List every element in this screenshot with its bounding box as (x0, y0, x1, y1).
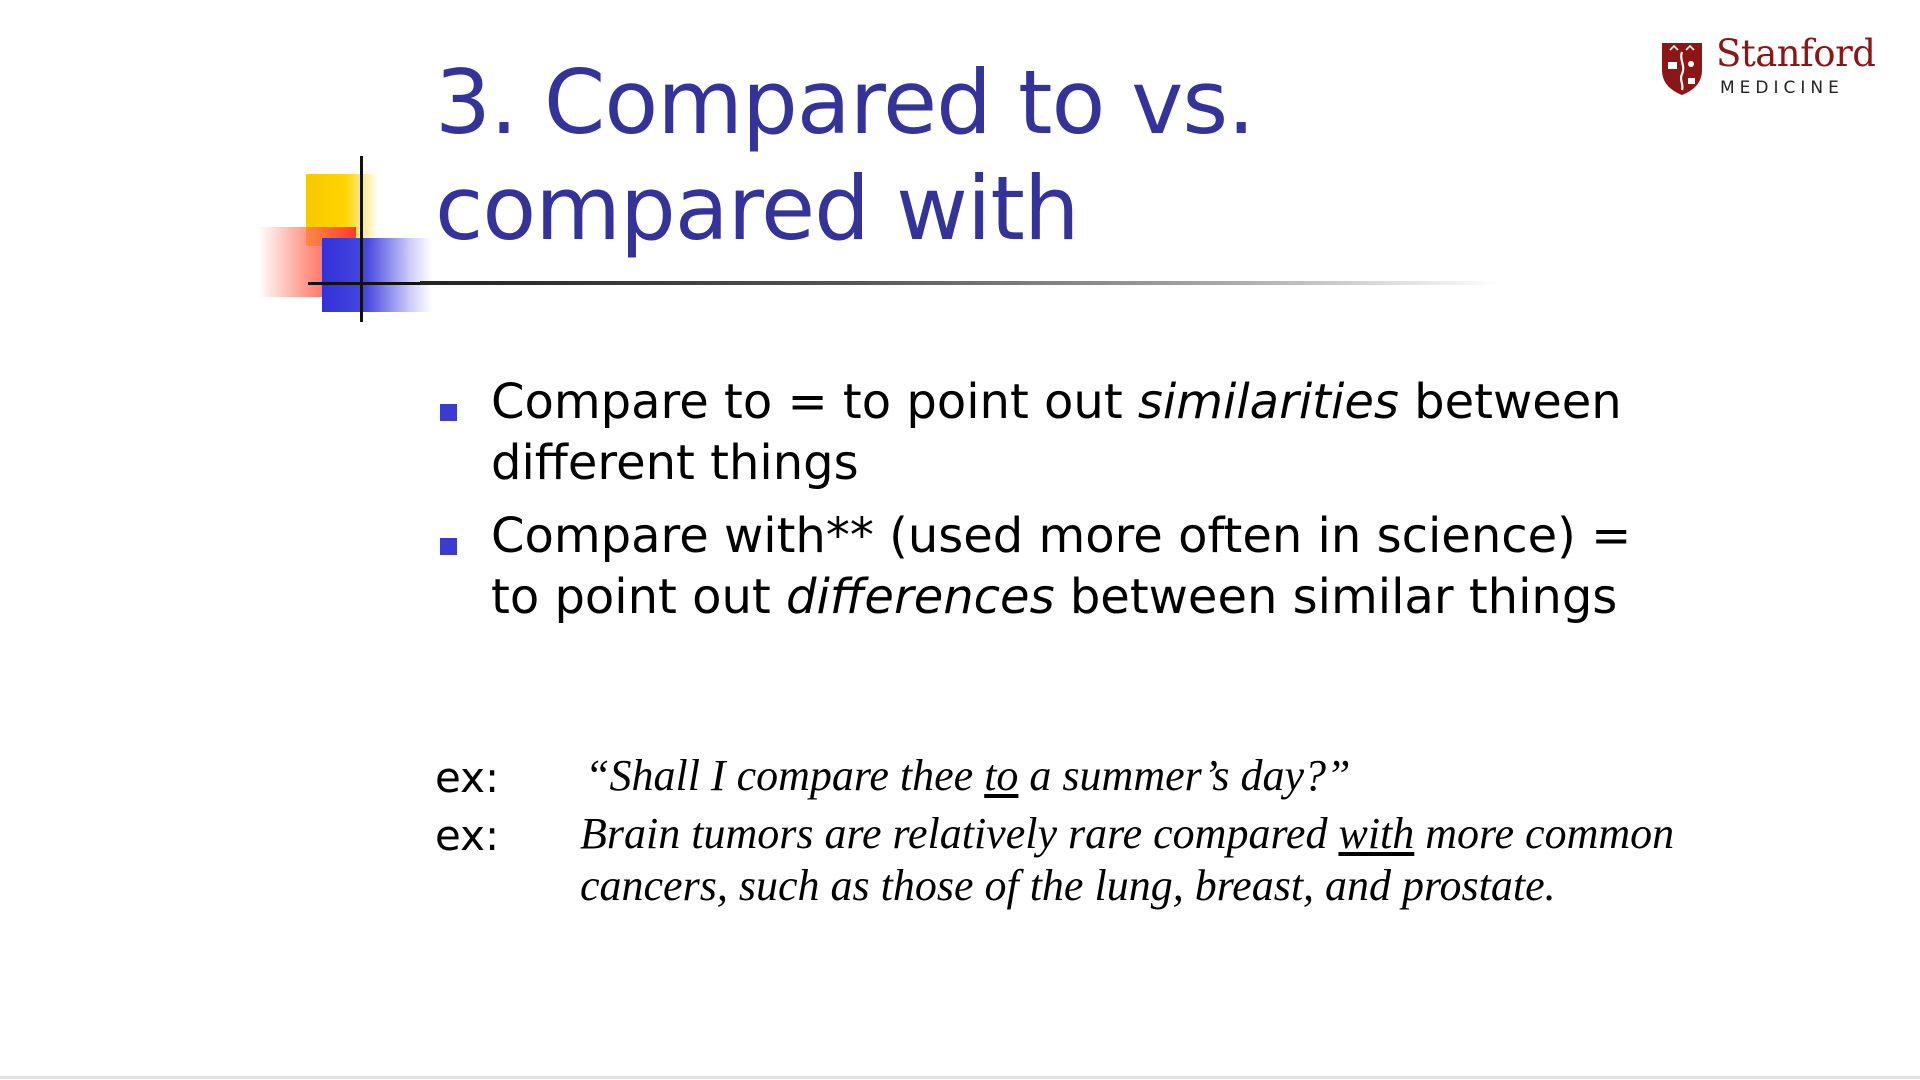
bullet-text: Compare to = to point out (491, 374, 1138, 430)
example-label: ex: (435, 753, 500, 802)
example-text-start: “Shall I compare thee (585, 751, 985, 800)
logo-subtitle: MEDICINE (1720, 78, 1844, 98)
square-bullet-icon (440, 538, 457, 555)
example-underlined-word: to (984, 751, 1019, 800)
title-underline-rule (420, 281, 1500, 285)
example-text-end: a summer’s day?” (1018, 751, 1351, 800)
bullet-text-continued: between similar things (1054, 569, 1618, 625)
logo-wordmark: Stanford (1716, 32, 1876, 75)
bullet-text-continued: between different things (491, 374, 1622, 491)
blue-square-shape (322, 238, 432, 312)
square-bullet-icon (440, 404, 457, 421)
bullet-list: Compare to = to point out similarities b… (438, 372, 1688, 640)
examples-section: ex: “Shall I compare thee to a summer’s … (435, 750, 1685, 918)
example-text: Brain tumors are relatively rare compare… (580, 808, 1685, 912)
example-row: ex: Brain tumors are relatively rare com… (435, 808, 1685, 912)
vertical-line (360, 156, 363, 322)
bullet-item: Compare with** (used more often in scien… (438, 506, 1688, 628)
example-underlined-word: with (1338, 809, 1415, 858)
bullet-emphasis: similarities (1137, 374, 1399, 430)
bullet-item: Compare to = to point out similarities b… (438, 372, 1688, 494)
example-row: ex: “Shall I compare thee to a summer’s … (435, 750, 1685, 802)
example-text-end: more common cancers, such as those of th… (580, 809, 1675, 910)
example-text: “Shall I compare thee to a summer’s day?… (585, 750, 1685, 802)
slide-title: 3. Compared to vs. compared with (435, 51, 1255, 260)
bullet-text: Compare with** (used more often in scien… (491, 508, 1632, 625)
example-text-start: Brain tumors are relatively rare compare… (580, 809, 1339, 858)
stanford-medicine-logo: Stanford MEDICINE (1660, 32, 1876, 106)
decorative-squares (256, 152, 436, 322)
horizontal-line-short (308, 282, 436, 285)
stanford-shield-icon (1662, 43, 1702, 95)
example-label: ex: (435, 811, 500, 860)
bottom-edge-line (0, 1076, 1920, 1079)
bullet-emphasis: differences (785, 569, 1055, 625)
